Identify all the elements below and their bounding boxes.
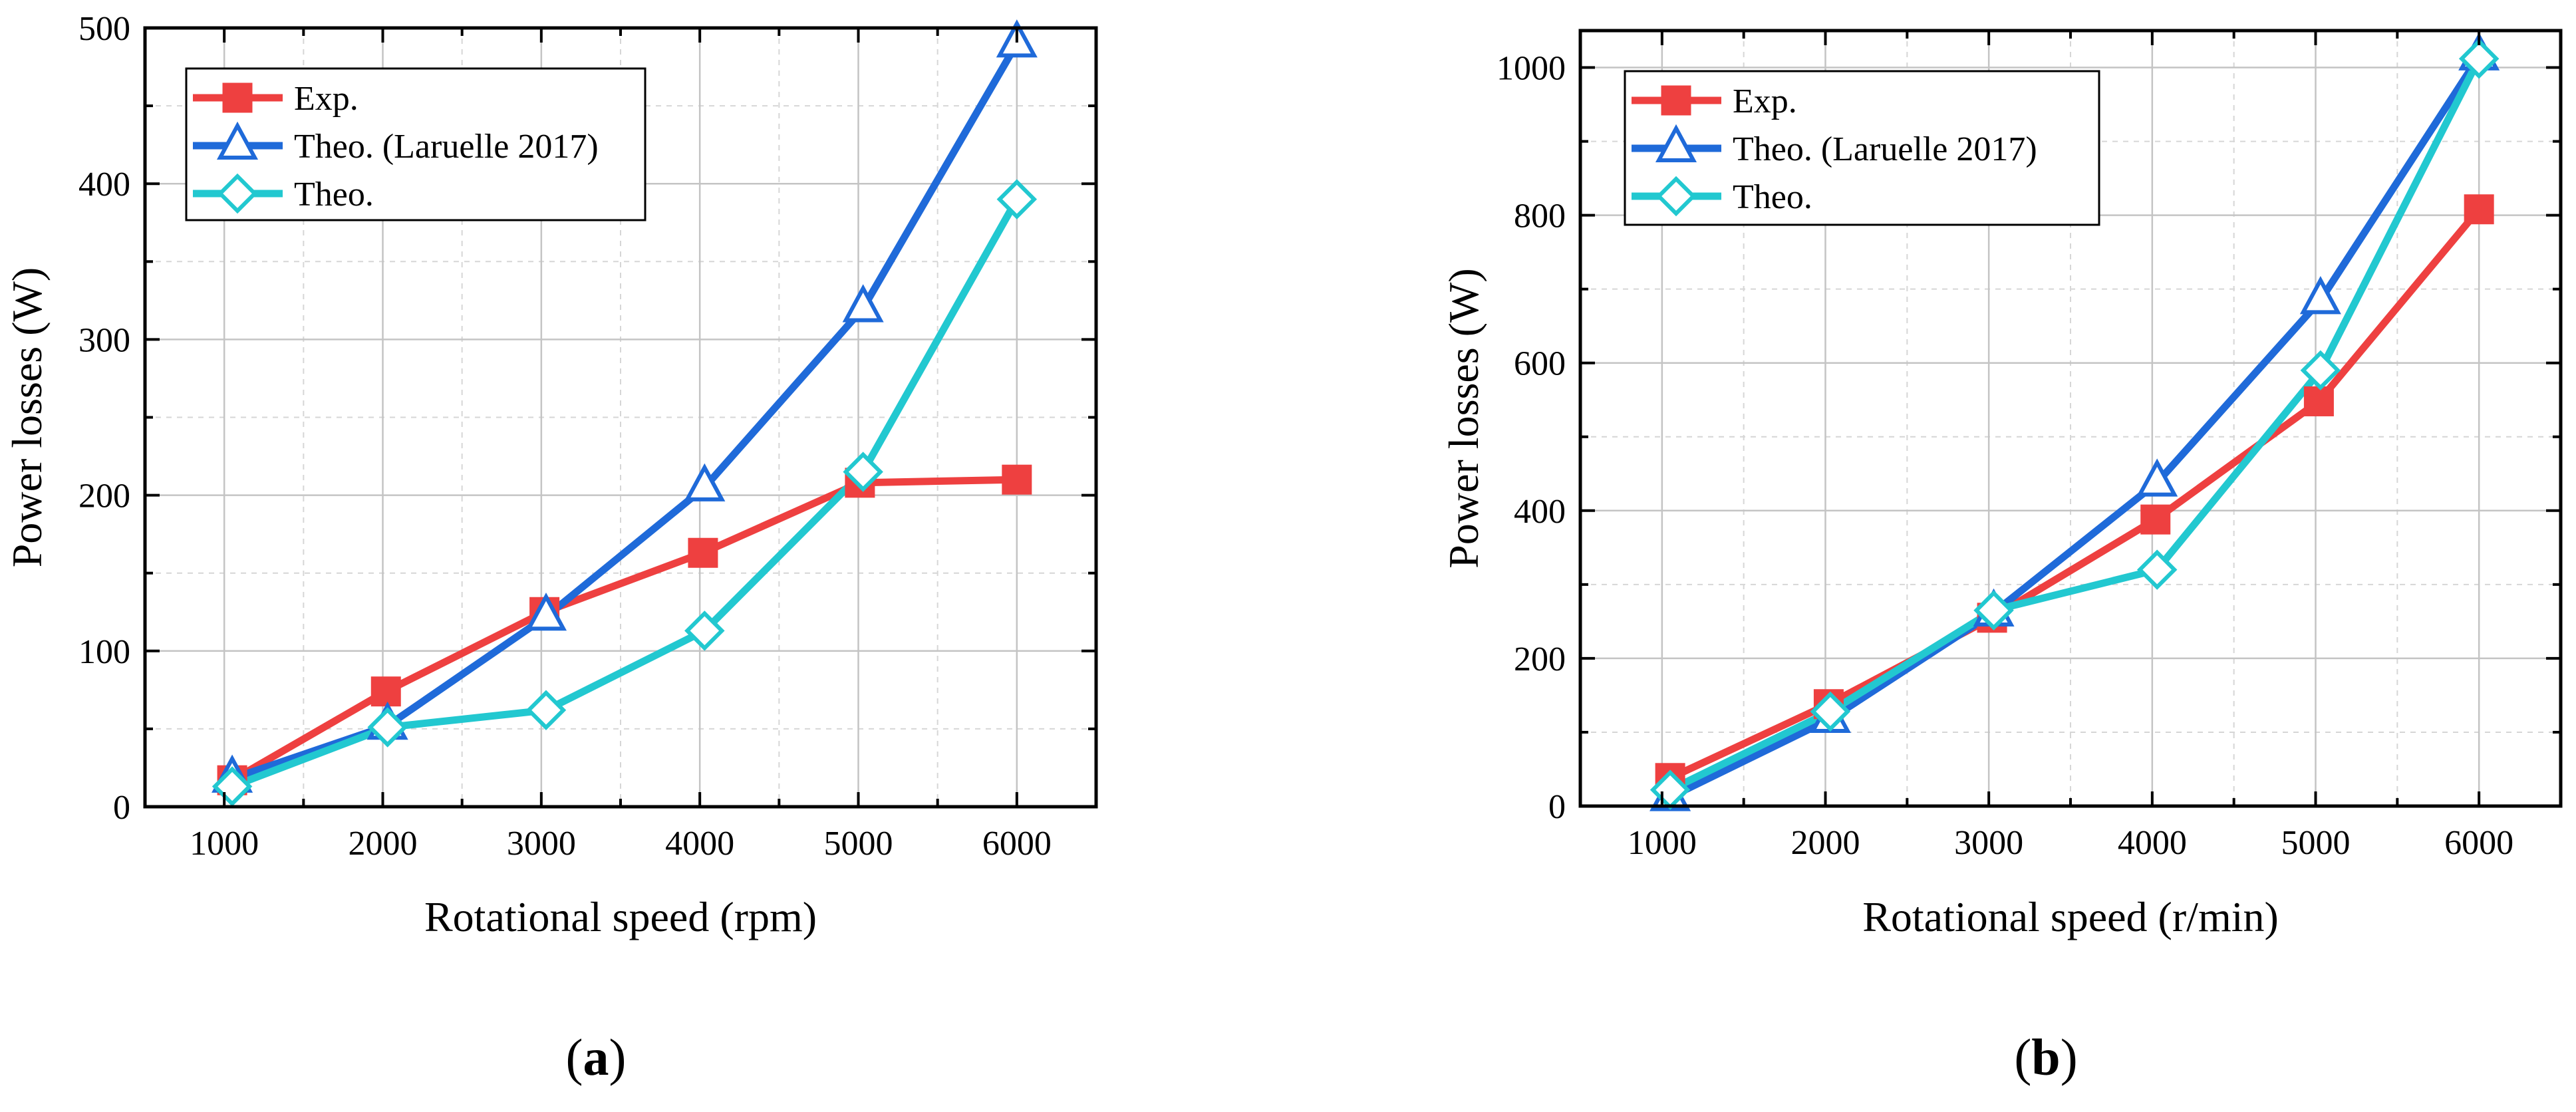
data-point-1-2 xyxy=(525,592,567,631)
panel-a: 0 100 200 300 400 500 1000 2000 3000 4000 5000 6000… xyxy=(3,10,1098,940)
x-tick-label: 1000 xyxy=(1628,824,1697,862)
x-axis-label: Rotational speed (r/min) xyxy=(1862,893,2279,940)
legend-entry-label: Exp. xyxy=(1733,82,1797,120)
x-axis-label: Rotational speed (rpm) xyxy=(424,893,817,940)
legend: Exp. Theo. (Laruelle 2017) Theo. xyxy=(1624,70,2100,226)
data-point-2-1 xyxy=(1810,691,1851,732)
legend-marker xyxy=(222,82,253,113)
y-tick-label: 200 xyxy=(78,478,130,515)
data-point-2-3 xyxy=(2136,549,2178,590)
legend-marker xyxy=(1655,176,1697,217)
x-tick-label: 3000 xyxy=(1954,824,2023,862)
data-point-2-5 xyxy=(996,179,1038,219)
series-line-0 xyxy=(1668,207,2482,781)
y-axis-label: Power losses (W) xyxy=(3,267,51,567)
y-tick-label: 100 xyxy=(78,633,130,671)
data-point-0-4 xyxy=(2303,386,2334,416)
y-tick-label: 200 xyxy=(1514,640,1566,678)
y-tick-label: 300 xyxy=(78,321,130,359)
legend-entry-label: Exp. xyxy=(294,80,358,118)
x-tick-label: 2000 xyxy=(1791,824,1860,862)
panel-b-caption: (b) xyxy=(2014,1028,2078,1086)
y-tick-label: 0 xyxy=(113,789,130,827)
legend-marker xyxy=(1655,124,1697,162)
legend-entry-label: Theo. xyxy=(1733,178,1812,216)
legend-marker xyxy=(1661,85,1691,116)
data-point-1-3 xyxy=(684,463,726,501)
x-tick-label: 4000 xyxy=(665,825,734,863)
y-tick-label: 0 xyxy=(1548,788,1566,826)
data-point-2-2 xyxy=(525,690,567,731)
legend: Exp. Theo. (Laruelle 2017) Theo. xyxy=(185,67,646,221)
y-tick-label: 600 xyxy=(1514,345,1566,383)
panel-b: 0 200 400 600 800 1000 1000 2000 3000 4000 5000 600… xyxy=(1440,29,2563,940)
data-point-2-5 xyxy=(2458,38,2500,79)
y-tick-label: 1000 xyxy=(1497,50,1566,88)
legend-entry-label: Theo. xyxy=(294,176,374,213)
y-axis-label: Power losses (W) xyxy=(1440,268,1487,568)
data-point-1-4 xyxy=(842,284,884,323)
legend-entry-label: Theo. (Laruelle 2017) xyxy=(294,128,599,166)
data-point-2-4 xyxy=(843,452,883,492)
data-point-0-5 xyxy=(1002,464,1032,495)
data-point-2-1 xyxy=(367,707,408,748)
x-tick-label: 5000 xyxy=(2281,824,2351,862)
data-point-2-4 xyxy=(2300,350,2341,391)
y-tick-label: 800 xyxy=(1514,198,1566,235)
x-tick-label: 1000 xyxy=(190,825,259,863)
series-line-2 xyxy=(1668,57,2483,793)
panel-a-caption: (a) xyxy=(565,1028,627,1086)
series-line-1 xyxy=(1668,54,2482,801)
x-tick-label: 5000 xyxy=(824,825,893,863)
data-point-1-3 xyxy=(2136,458,2178,497)
x-tick-label: 2000 xyxy=(349,825,418,863)
data-point-0-1 xyxy=(370,676,401,707)
data-point-0-3 xyxy=(2140,504,2171,535)
x-tick-label: 6000 xyxy=(2444,824,2513,862)
data-point-2-2 xyxy=(1973,590,2014,630)
series-line-2 xyxy=(231,197,1020,790)
legend-entry-label: Theo. (Laruelle 2017) xyxy=(1733,130,2037,168)
data-point-2-3 xyxy=(684,611,725,651)
x-tick-label: 6000 xyxy=(982,825,1052,863)
legend-marker xyxy=(217,173,258,214)
data-point-0-3 xyxy=(688,537,718,568)
data-point-1-4 xyxy=(2299,276,2341,315)
series-line-0 xyxy=(230,476,1017,783)
y-tick-label: 500 xyxy=(78,10,130,48)
x-tick-label: 4000 xyxy=(2118,824,2187,862)
legend-marker xyxy=(216,121,259,160)
y-tick-label: 400 xyxy=(1514,493,1566,531)
data-point-0-5 xyxy=(2464,194,2494,225)
y-tick-label: 400 xyxy=(78,166,130,204)
x-tick-label: 3000 xyxy=(507,825,576,863)
